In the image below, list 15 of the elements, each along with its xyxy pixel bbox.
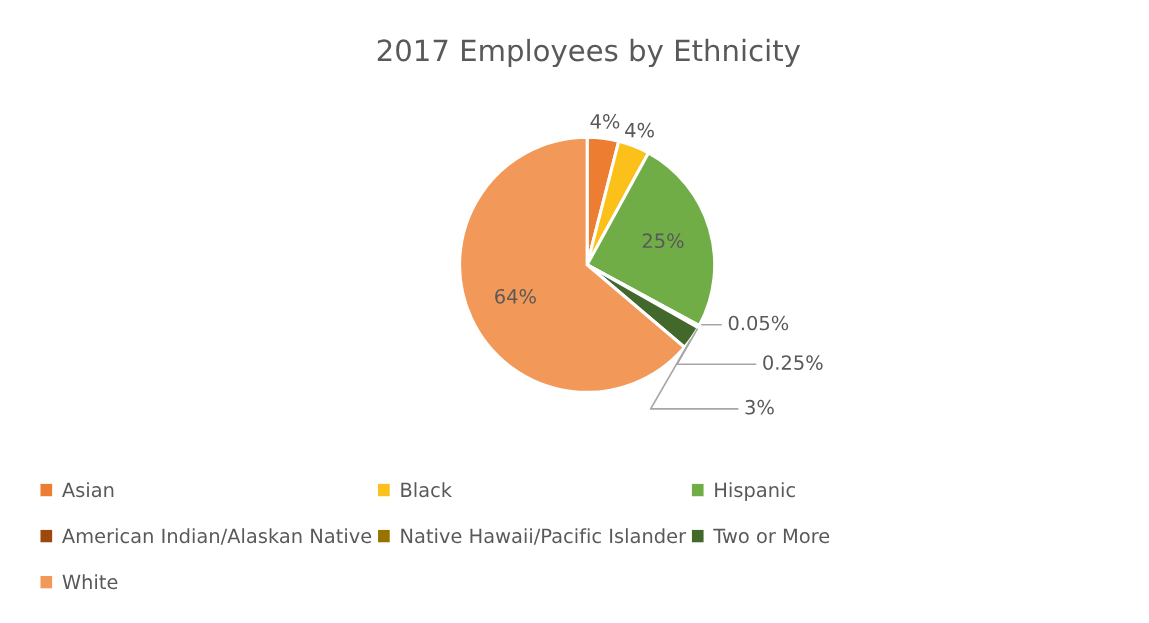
data-label: 3% <box>745 399 774 415</box>
data-label: 4% <box>625 122 654 138</box>
data-label: 64% <box>495 288 536 304</box>
data-label: 4% <box>590 113 620 129</box>
legend-label: Two or More <box>713 528 830 544</box>
data-label: 25% <box>642 233 684 249</box>
legend-label: Hispanic <box>715 482 795 501</box>
chart-title: 2017 Employees by Ethnicity <box>377 38 801 68</box>
legend-label: Black <box>401 482 452 498</box>
data-label: 0.25% <box>763 355 823 370</box>
data-label: 0.05% <box>728 315 789 331</box>
legend-label: Native Hawaii/Pacific Islander <box>401 528 687 545</box>
legend-label: American Indian/Alaskan Native <box>62 528 372 545</box>
legend-label: White <box>62 574 118 590</box>
legend-label: Asian <box>62 482 114 498</box>
